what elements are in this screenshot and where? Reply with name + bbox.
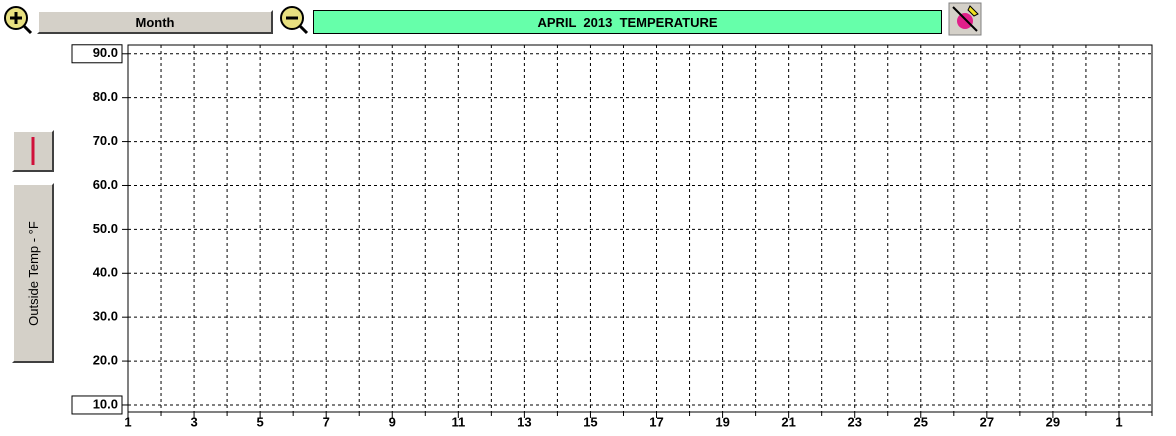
x-tick-label: 25	[914, 414, 928, 429]
y-tick-label: 30.0	[93, 309, 118, 324]
y-axis-button[interactable]: Outside Temp - °F	[12, 183, 54, 363]
x-tick-label: 13	[517, 414, 531, 429]
x-tick-label: 9	[389, 414, 396, 429]
zoom-in-icon[interactable]	[2, 4, 34, 36]
y-tick-label: 40.0	[93, 265, 118, 280]
x-tick-label: 7	[323, 414, 330, 429]
plot-area	[128, 45, 1152, 412]
x-tick-label: 1	[124, 414, 131, 429]
series-color-button[interactable]	[12, 130, 54, 172]
x-tick-label: 11	[451, 414, 465, 429]
y-tick-label: 20.0	[93, 353, 118, 368]
period-button[interactable]: Month	[37, 10, 273, 34]
y-tick-box	[71, 395, 123, 415]
zoom-out-icon[interactable]	[278, 4, 310, 36]
chart-title: APRIL 2013 TEMPERATURE	[313, 10, 942, 34]
x-tick-label: 21	[781, 414, 795, 429]
y-tick-label: 60.0	[93, 177, 118, 192]
x-tick-label: 5	[257, 414, 264, 429]
x-tick-label: 19	[715, 414, 729, 429]
x-tick-label: 1	[1115, 414, 1122, 429]
x-tick-label: 29	[1046, 414, 1060, 429]
x-tick-label: 27	[980, 414, 994, 429]
series-swatch	[31, 137, 35, 165]
x-tick-label: 23	[847, 414, 861, 429]
y-tick-box	[71, 44, 123, 64]
x-tick-label: 3	[190, 414, 197, 429]
color-icon[interactable]	[948, 2, 982, 36]
y-tick-label: 80.0	[93, 89, 118, 104]
y-tick-label: 70.0	[93, 133, 118, 148]
x-tick-label: 17	[649, 414, 663, 429]
x-tick-label: 15	[583, 414, 597, 429]
y-tick-label: 10.0	[93, 396, 118, 411]
y-tick-label: 90.0	[93, 45, 118, 60]
plot-frame	[127, 44, 1153, 413]
y-tick-label: 50.0	[93, 221, 118, 236]
